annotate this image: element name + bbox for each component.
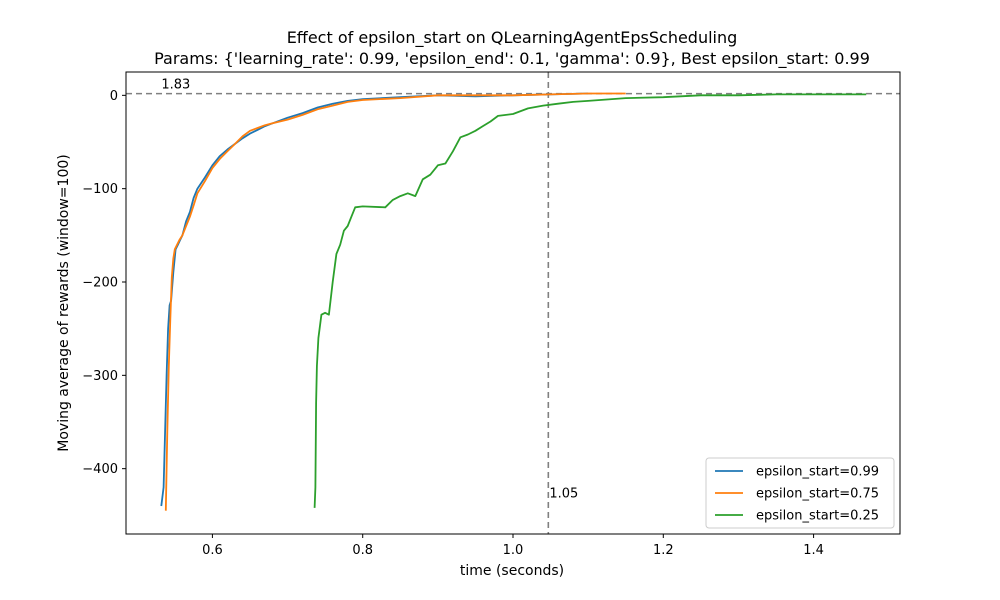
- x-tick-label: 0.6: [202, 543, 223, 558]
- y-tick-label: −400: [82, 462, 118, 477]
- chart-title: Effect of epsilon_start on QLearningAgen…: [287, 28, 738, 48]
- reference-label-horizontal: 1.83: [161, 78, 190, 93]
- x-axis-label: time (seconds): [460, 563, 564, 579]
- x-tick-label: 1.0: [503, 543, 524, 558]
- series-line-2: [313, 93, 867, 508]
- legend-label-2: epsilon_start=0.25: [756, 509, 879, 524]
- y-tick-label: 0: [110, 89, 118, 104]
- y-tick-label: −200: [82, 276, 118, 291]
- x-tick-label: 1.2: [653, 543, 674, 558]
- series-line-1: [164, 92, 626, 511]
- x-tick-label: 1.4: [803, 543, 824, 558]
- y-axis-label: Moving average of rewards (window=100): [56, 154, 72, 451]
- reference-label-vertical: 1.05: [549, 487, 578, 502]
- plot-area: 1.83 1.05: [126, 72, 900, 534]
- axis-ticks: 0.6 0.8 1.0 1.2 1.4 0 −100 −200 −300 −400: [82, 89, 824, 558]
- legend-box: [705, 457, 895, 529]
- y-tick-label: −300: [82, 369, 118, 384]
- legend-label-0: epsilon_start=0.99: [756, 465, 879, 480]
- x-tick-label: 0.8: [352, 543, 373, 558]
- chart-subtitle: Params: {'learning_rate': 0.99, 'epsilon…: [154, 49, 870, 69]
- legend-label-1: epsilon_start=0.75: [756, 487, 879, 502]
- y-tick-label: −100: [82, 182, 118, 197]
- legend: epsilon_start=0.99 epsilon_start=0.75epsi…: [705, 457, 895, 529]
- series-line-0: [160, 92, 589, 507]
